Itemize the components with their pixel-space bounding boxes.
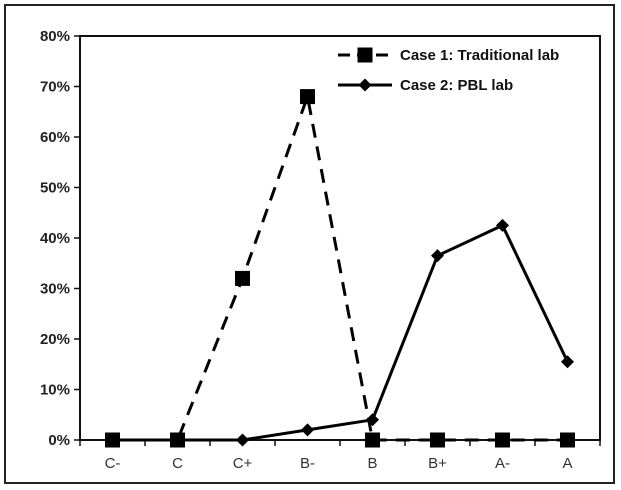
y-axis-ticks: 0% 10% 20% 30% 40% 50% 60% 70% 80% bbox=[40, 28, 80, 449]
series-1-point bbox=[365, 432, 380, 448]
series-1-line bbox=[112, 90, 568, 442]
legend: Case 1: Traditional lab Case 2: PBL lab bbox=[338, 47, 559, 94]
series-2-point bbox=[366, 413, 379, 427]
series-2-line bbox=[112, 223, 569, 442]
series-2-point bbox=[431, 249, 444, 263]
x-axis-ticks: C- C C+ B- B B+ A- A bbox=[79, 440, 601, 472]
series-1-point bbox=[430, 432, 445, 448]
y-tick-label: 10% bbox=[40, 382, 70, 399]
series-2-point bbox=[496, 218, 509, 232]
y-tick-label: 60% bbox=[40, 129, 70, 146]
x-tick-label: B bbox=[367, 455, 377, 472]
legend-label: Case 2: PBL lab bbox=[400, 77, 513, 94]
y-tick-label: 80% bbox=[40, 28, 70, 45]
x-tick-label: A bbox=[562, 455, 572, 472]
series-1-point bbox=[235, 270, 250, 286]
y-tick-label: 50% bbox=[40, 180, 70, 197]
y-tick-label: 70% bbox=[40, 79, 70, 96]
series-2-point bbox=[171, 433, 184, 447]
x-tick-label: C- bbox=[105, 455, 121, 472]
axes bbox=[79, 35, 601, 441]
plot-area-border bbox=[79, 35, 601, 441]
series-1-point bbox=[495, 432, 510, 448]
x-tick-label: A- bbox=[495, 455, 510, 472]
series-2-point bbox=[561, 355, 574, 369]
y-tick-label: 30% bbox=[40, 281, 70, 298]
chart-frame bbox=[4, 4, 615, 484]
y-tick-label: 20% bbox=[40, 331, 70, 348]
y-tick-label: 40% bbox=[40, 230, 70, 247]
series-layer bbox=[105, 89, 575, 448]
series-2-point bbox=[236, 433, 249, 447]
series-2-point bbox=[301, 423, 314, 437]
series-1-point bbox=[300, 89, 315, 105]
series-1-point bbox=[560, 432, 575, 448]
x-tick-label: B- bbox=[300, 455, 315, 472]
legend-swatch-marker bbox=[357, 47, 373, 63]
series-1 bbox=[105, 89, 575, 448]
series-2-point bbox=[106, 433, 119, 447]
series-2 bbox=[106, 218, 574, 447]
legend-swatch-marker bbox=[358, 78, 372, 92]
y-tick-label: 0% bbox=[48, 432, 70, 449]
x-tick-label: C bbox=[172, 455, 183, 472]
x-tick-label: B+ bbox=[428, 455, 447, 472]
legend-label: Case 1: Traditional lab bbox=[400, 47, 559, 64]
x-tick-label: C+ bbox=[233, 455, 253, 472]
